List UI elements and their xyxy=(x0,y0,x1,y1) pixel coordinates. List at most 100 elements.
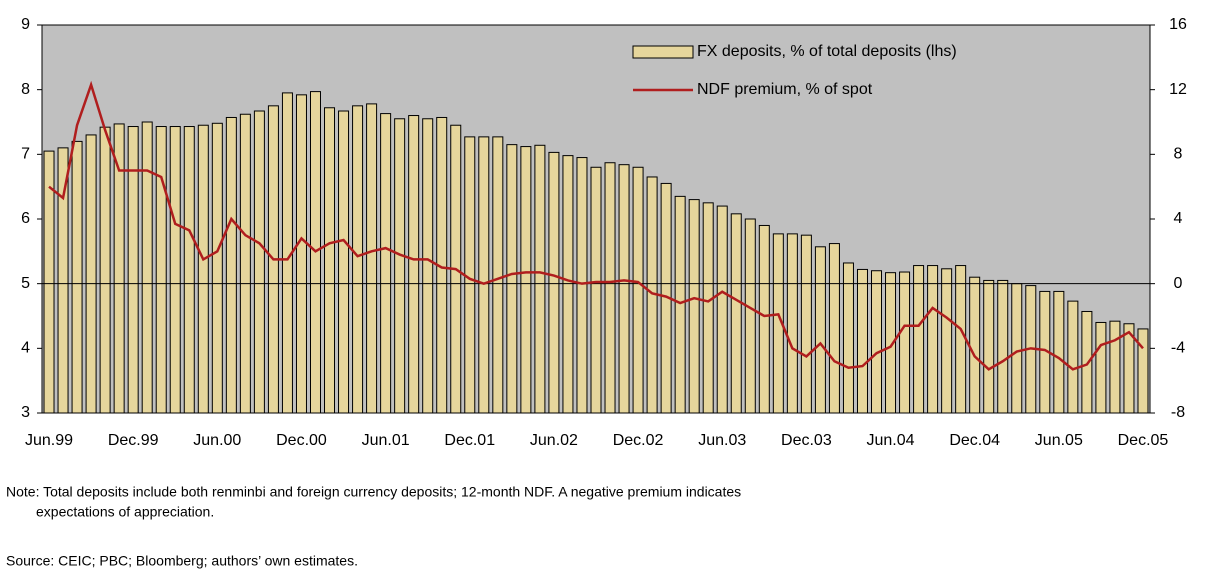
bar xyxy=(632,166,644,414)
x-tick-label: Dec.02 xyxy=(613,432,664,449)
bar xyxy=(506,144,518,414)
bar xyxy=(604,162,616,414)
bar xyxy=(800,234,812,414)
bar xyxy=(856,268,868,414)
x-tick-label: Dec.00 xyxy=(276,432,327,449)
bar xyxy=(983,279,995,414)
bar xyxy=(562,155,574,414)
bar xyxy=(1137,328,1149,414)
bar xyxy=(576,157,588,414)
bar xyxy=(380,113,392,414)
bar xyxy=(155,126,167,414)
x-tick-label: Dec.99 xyxy=(108,432,159,449)
bar xyxy=(99,126,111,414)
bar xyxy=(590,166,602,414)
bar xyxy=(814,246,826,414)
bar xyxy=(422,118,434,414)
note: expectations of appreciation. xyxy=(36,504,214,520)
y2-tick-label: 12 xyxy=(1169,81,1187,98)
x-tick-label: Jun.02 xyxy=(530,432,578,449)
x-tick-label: Dec.04 xyxy=(949,432,1000,449)
bar xyxy=(828,243,840,414)
bar xyxy=(394,118,406,414)
bar xyxy=(941,268,953,414)
y-tick-label: 3 xyxy=(21,404,30,421)
bar xyxy=(716,205,728,414)
line xyxy=(48,80,1144,371)
bar xyxy=(885,272,897,414)
bar xyxy=(225,116,237,414)
y-tick-label: 6 xyxy=(21,210,30,227)
y-tick-label: 4 xyxy=(21,340,30,357)
bar xyxy=(169,126,181,414)
bar xyxy=(183,126,195,414)
y-tick-label: 5 xyxy=(21,275,30,292)
bar xyxy=(548,151,560,414)
bar xyxy=(352,105,364,414)
legend-label: NDF premium, % of spot xyxy=(697,81,873,98)
bar xyxy=(842,262,854,414)
bar xyxy=(43,150,55,414)
bar xyxy=(1081,310,1093,414)
x-tick-label: Jun.04 xyxy=(867,432,915,449)
bar xyxy=(618,164,630,414)
note: Note: Total deposits include both renmin… xyxy=(6,484,741,500)
bar xyxy=(85,134,97,414)
y-tick-label: 7 xyxy=(21,146,30,163)
source: Source: CEIC; PBC; Bloomberg; authors’ o… xyxy=(6,553,358,569)
bar xyxy=(71,140,83,414)
bar xyxy=(113,123,125,414)
bar xyxy=(408,115,420,414)
bar xyxy=(478,136,490,414)
x-tick-label: Dec.05 xyxy=(1118,432,1169,449)
legend-swatch xyxy=(632,45,694,59)
x-tick-label: Jun.05 xyxy=(1035,432,1083,449)
y-tick-label: 9 xyxy=(21,16,30,33)
bar xyxy=(324,107,336,414)
bar xyxy=(338,110,350,414)
bar xyxy=(730,213,742,414)
bar xyxy=(969,276,981,414)
bar xyxy=(955,265,967,414)
bar xyxy=(366,103,378,414)
y2-tick-label: -4 xyxy=(1171,340,1185,357)
y2-tick-label: 0 xyxy=(1174,275,1183,292)
bar xyxy=(674,195,686,414)
bar xyxy=(534,144,546,414)
bar xyxy=(197,124,209,414)
x-tick-label: Jun.01 xyxy=(362,432,410,449)
x-tick-label: Jun.03 xyxy=(698,432,746,449)
bar xyxy=(913,265,925,414)
bar xyxy=(1123,323,1135,414)
y2-tick-label: 4 xyxy=(1174,210,1183,227)
bar xyxy=(702,202,714,414)
bar xyxy=(253,110,265,414)
bar xyxy=(1095,321,1107,414)
bar xyxy=(744,218,756,414)
y2-tick-label: 8 xyxy=(1174,146,1183,163)
bar xyxy=(871,270,883,414)
bar xyxy=(688,199,700,414)
bar xyxy=(1053,290,1065,414)
y2-tick-label: 16 xyxy=(1169,16,1187,33)
bar xyxy=(239,113,251,414)
bar xyxy=(1011,283,1023,414)
bar xyxy=(211,122,223,414)
bar xyxy=(1067,300,1079,414)
bar xyxy=(927,265,939,414)
bar xyxy=(141,121,153,414)
bar xyxy=(758,224,770,414)
x-tick-label: Dec.01 xyxy=(444,432,495,449)
bar xyxy=(520,146,532,414)
bar xyxy=(997,279,1009,414)
x-tick-label: Jun.00 xyxy=(193,432,241,449)
x-tick-label: Jun.99 xyxy=(25,432,73,449)
bar xyxy=(786,233,798,414)
legend-label: FX deposits, % of total deposits (lhs) xyxy=(697,43,957,60)
y-tick-label: 8 xyxy=(21,81,30,98)
bar xyxy=(295,94,307,414)
bar xyxy=(899,271,911,414)
bar xyxy=(492,136,504,414)
bar xyxy=(57,147,69,414)
